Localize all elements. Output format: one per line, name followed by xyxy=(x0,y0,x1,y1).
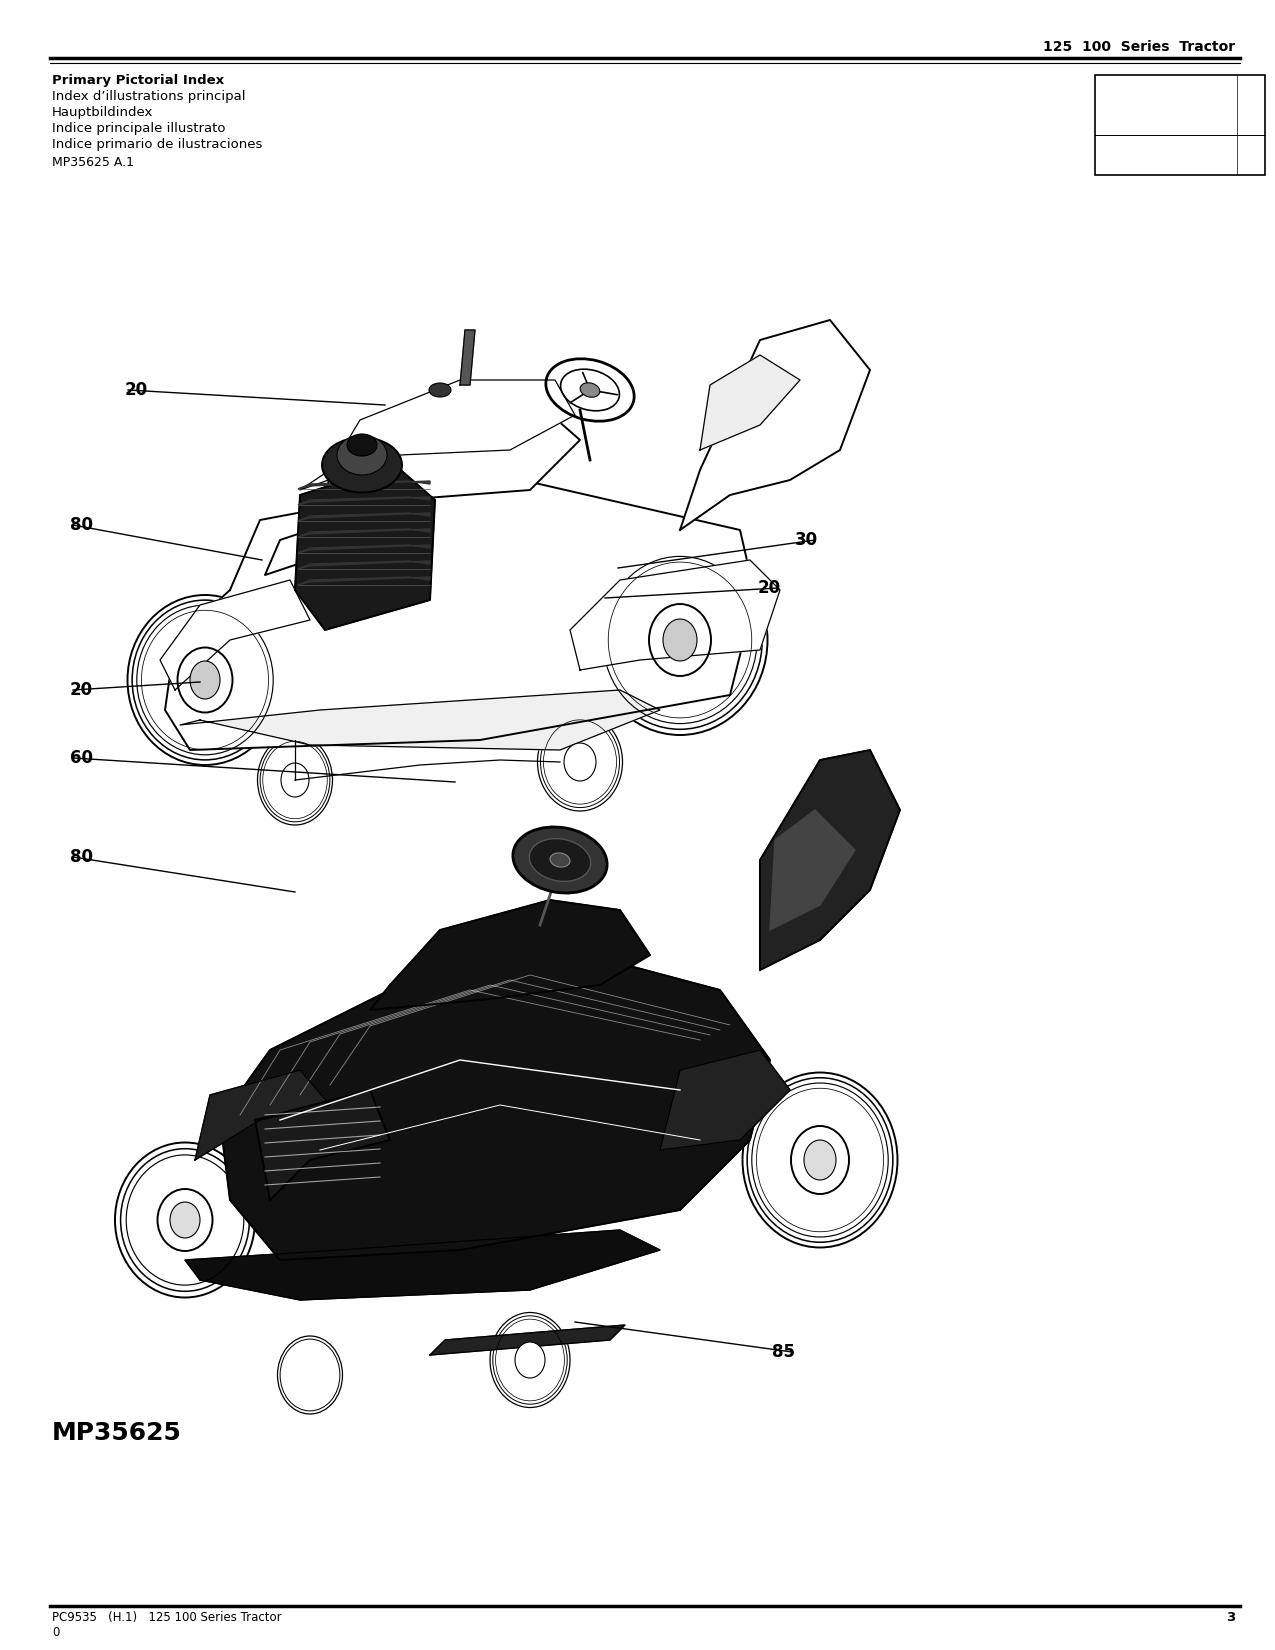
Polygon shape xyxy=(700,355,799,450)
Ellipse shape xyxy=(515,1341,544,1378)
Text: 1: 1 xyxy=(1251,139,1258,152)
Polygon shape xyxy=(298,497,430,505)
Ellipse shape xyxy=(158,1190,213,1251)
Text: 30-: 30- xyxy=(1103,99,1125,112)
Text: 20: 20 xyxy=(125,381,148,399)
Text: PC9535   (H.1)   125 100 Series Tractor: PC9535 (H.1) 125 100 Series Tractor xyxy=(52,1610,282,1624)
Polygon shape xyxy=(298,482,430,488)
Polygon shape xyxy=(570,559,780,670)
Ellipse shape xyxy=(347,434,377,455)
Polygon shape xyxy=(164,475,755,751)
Ellipse shape xyxy=(790,1125,849,1195)
Text: Indice principale illustrato: Indice principale illustrato xyxy=(52,122,226,135)
Ellipse shape xyxy=(280,762,309,797)
Ellipse shape xyxy=(805,1140,836,1180)
Ellipse shape xyxy=(490,1312,570,1407)
Text: 20: 20 xyxy=(70,681,93,700)
Text: 1: 1 xyxy=(1251,119,1258,132)
Ellipse shape xyxy=(580,383,599,398)
Polygon shape xyxy=(295,465,435,630)
Polygon shape xyxy=(195,1069,330,1160)
Polygon shape xyxy=(460,330,476,384)
Ellipse shape xyxy=(550,853,570,868)
Text: 20-: 20- xyxy=(1103,79,1125,91)
Polygon shape xyxy=(298,544,430,553)
Polygon shape xyxy=(185,1229,660,1300)
Text: 80: 80 xyxy=(70,848,93,866)
Ellipse shape xyxy=(323,437,402,492)
Text: Indice primario de ilustraciones: Indice primario de ilustraciones xyxy=(52,139,263,152)
Text: 1: 1 xyxy=(1251,79,1258,91)
Ellipse shape xyxy=(278,1336,343,1414)
Bar xyxy=(1095,74,1265,175)
Text: 1: 1 xyxy=(1251,99,1258,112)
Ellipse shape xyxy=(337,436,388,475)
Ellipse shape xyxy=(115,1142,255,1297)
Ellipse shape xyxy=(170,1201,200,1238)
Ellipse shape xyxy=(513,827,607,893)
Text: MP35625 A.1: MP35625 A.1 xyxy=(52,157,134,168)
Polygon shape xyxy=(159,581,310,690)
Ellipse shape xyxy=(649,604,711,676)
Text: 125  100  Series  Tractor: 125 100 Series Tractor xyxy=(1043,40,1235,54)
Text: MP35625: MP35625 xyxy=(52,1421,182,1445)
Polygon shape xyxy=(430,1325,625,1355)
Text: 1: 1 xyxy=(1251,158,1258,172)
Text: Index d’illustrations principal: Index d’illustrations principal xyxy=(52,91,246,102)
Ellipse shape xyxy=(564,742,595,780)
Polygon shape xyxy=(255,1091,390,1200)
Polygon shape xyxy=(760,751,900,970)
Text: Primary Pictorial Index: Primary Pictorial Index xyxy=(52,74,224,87)
Polygon shape xyxy=(298,578,430,586)
Text: 20: 20 xyxy=(759,579,782,597)
Polygon shape xyxy=(298,513,430,521)
Polygon shape xyxy=(660,1049,790,1150)
Text: 80-: 80- xyxy=(1103,139,1125,152)
Text: 60-: 60- xyxy=(1103,119,1125,132)
Ellipse shape xyxy=(663,619,697,662)
Text: 80: 80 xyxy=(70,516,93,535)
Ellipse shape xyxy=(258,734,333,825)
Polygon shape xyxy=(265,404,580,574)
Ellipse shape xyxy=(529,838,590,881)
Polygon shape xyxy=(370,899,650,1010)
Polygon shape xyxy=(298,561,430,569)
Ellipse shape xyxy=(190,662,221,700)
Ellipse shape xyxy=(538,713,622,812)
Text: 3: 3 xyxy=(1225,1610,1235,1624)
Text: 0: 0 xyxy=(52,1625,60,1638)
Polygon shape xyxy=(180,690,660,751)
Ellipse shape xyxy=(428,383,451,398)
Text: 30: 30 xyxy=(796,531,819,549)
Polygon shape xyxy=(221,950,770,1261)
Ellipse shape xyxy=(177,647,232,713)
Text: 60: 60 xyxy=(70,749,93,767)
Polygon shape xyxy=(680,320,870,530)
Text: Hauptbildindex: Hauptbildindex xyxy=(52,106,153,119)
Ellipse shape xyxy=(128,596,283,766)
Polygon shape xyxy=(298,530,430,536)
Polygon shape xyxy=(300,380,575,490)
Polygon shape xyxy=(770,810,856,931)
Text: 85: 85 xyxy=(771,1343,796,1361)
Ellipse shape xyxy=(742,1072,898,1247)
Ellipse shape xyxy=(593,544,768,734)
Text: 85-: 85- xyxy=(1103,158,1125,172)
